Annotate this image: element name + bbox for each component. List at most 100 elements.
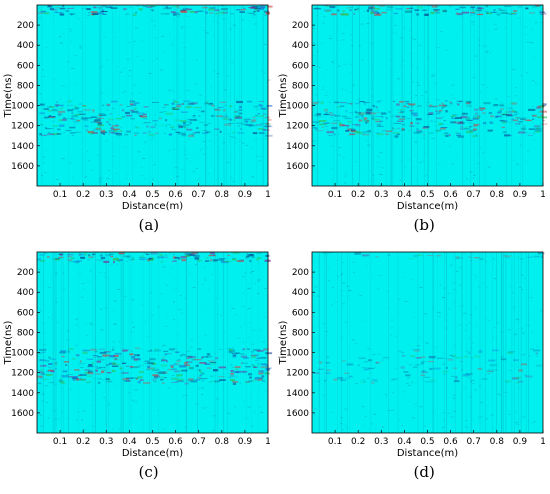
reflection-speck xyxy=(99,114,107,116)
reflection-speck xyxy=(330,122,338,125)
reflection-speck xyxy=(86,358,94,360)
reflection-speck xyxy=(195,379,201,381)
reflection-speck xyxy=(234,116,243,119)
reflection-speck xyxy=(118,252,125,255)
reflection-speck xyxy=(39,133,42,136)
reflection-speck xyxy=(320,101,324,104)
reflection-speck xyxy=(536,255,540,258)
reflection-speck xyxy=(214,108,221,111)
reflection-speck xyxy=(118,254,121,256)
noise-speck xyxy=(431,368,435,370)
reflection-speck xyxy=(385,117,388,120)
reflection-speck xyxy=(208,360,215,362)
noise-speck xyxy=(381,426,385,428)
noise-speck xyxy=(480,90,483,92)
reflection-speck xyxy=(260,366,269,369)
reflection-speck xyxy=(251,350,254,352)
noise-speck xyxy=(357,99,360,100)
noise-speck xyxy=(61,158,65,159)
noise-speck xyxy=(162,344,167,346)
noise-speck xyxy=(436,99,440,101)
noise-speck xyxy=(222,274,224,276)
reflection-speck xyxy=(370,381,375,384)
noise-speck xyxy=(76,15,77,17)
noise-speck xyxy=(531,291,533,293)
reflection-speck xyxy=(341,13,349,16)
reflection-speck xyxy=(97,114,102,117)
reflection-speck xyxy=(66,8,73,9)
noise-speck xyxy=(174,167,178,168)
reflection-speck xyxy=(393,12,399,15)
noise-speck xyxy=(330,179,333,181)
noise-speck xyxy=(404,103,406,105)
reflection-speck xyxy=(131,110,139,113)
reflection-speck xyxy=(405,101,410,103)
reflection-speck xyxy=(113,129,118,132)
noise-speck xyxy=(124,146,127,148)
noise-speck xyxy=(535,83,539,84)
reflection-speck xyxy=(433,9,440,11)
reflection-speck xyxy=(471,380,475,381)
reflection-speck xyxy=(353,12,356,15)
reflection-speck xyxy=(374,13,382,16)
reflection-speck xyxy=(506,114,513,117)
reflection-speck xyxy=(102,13,107,15)
reflection-speck xyxy=(46,105,52,107)
reflection-speck xyxy=(209,7,216,9)
reflection-speck xyxy=(40,364,47,367)
reflection-speck xyxy=(184,253,186,255)
noise-speck xyxy=(514,333,518,335)
reflection-speck xyxy=(439,128,446,130)
reflection-speck xyxy=(152,120,158,122)
noise-speck xyxy=(43,343,47,345)
reflection-speck xyxy=(364,361,369,363)
reflection-speck xyxy=(260,107,267,110)
noise-speck xyxy=(180,169,184,170)
noise-speck xyxy=(90,404,94,406)
reflection-speck xyxy=(200,378,208,380)
reflection-speck xyxy=(119,130,123,133)
noise-speck xyxy=(432,307,435,309)
noise-speck xyxy=(99,66,102,68)
reflection-speck xyxy=(186,357,190,359)
reflection-speck xyxy=(193,255,201,258)
reflection-speck xyxy=(499,103,504,106)
noise-speck xyxy=(419,162,422,163)
noise-speck xyxy=(463,312,467,314)
noise-speck xyxy=(139,416,143,418)
reflection-speck xyxy=(415,122,420,124)
reflection-speck xyxy=(126,105,131,107)
noise-speck xyxy=(39,93,42,95)
noise-speck xyxy=(231,136,235,138)
noise-speck xyxy=(410,381,414,383)
reflection-speck xyxy=(537,107,541,109)
noise-speck xyxy=(405,360,408,362)
reflection-speck xyxy=(408,130,412,132)
noise-speck xyxy=(163,111,167,113)
noise-speck xyxy=(177,359,181,361)
reflection-speck xyxy=(472,117,479,120)
reflection-speck xyxy=(197,377,201,379)
reflection-speck xyxy=(443,105,447,107)
noise-speck xyxy=(67,265,70,267)
reflection-speck xyxy=(460,121,464,124)
reflection-speck xyxy=(101,104,105,107)
noise-speck xyxy=(181,312,183,314)
reflection-speck xyxy=(46,370,50,372)
noise-speck xyxy=(84,176,88,178)
reflection-speck xyxy=(411,112,418,115)
reflection-speck xyxy=(92,12,99,15)
reflection-speck xyxy=(95,117,101,120)
reflection-speck xyxy=(541,123,548,125)
reflection-speck xyxy=(99,351,107,354)
noise-speck xyxy=(110,264,114,266)
noise-speck xyxy=(48,364,50,366)
reflection-speck xyxy=(471,7,474,10)
noise-speck xyxy=(241,19,244,21)
reflection-speck xyxy=(161,124,165,126)
noise-speck xyxy=(40,310,42,312)
noise-speck xyxy=(140,167,143,169)
reflection-speck xyxy=(54,362,58,365)
noise-speck xyxy=(264,430,266,432)
